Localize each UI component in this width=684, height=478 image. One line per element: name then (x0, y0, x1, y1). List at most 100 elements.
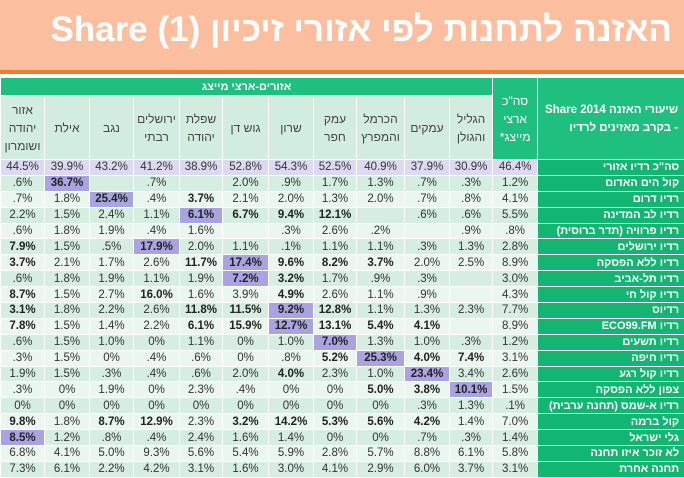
group-header-row: אזורים-ארצי מייצג סה"כ ארצי מייצג* שיעורי … (0, 77, 684, 160)
value-cell: .3% (0, 349, 45, 367)
total-cell: 3.1% (492, 349, 539, 367)
value-cell: 1.7% (313, 174, 357, 192)
page-title: האזנה לתחנות לפי אזורי זיכיון Share (1) (50, 10, 673, 49)
value-cell: 7.2% (222, 270, 269, 288)
value-cell: 2.3% (179, 381, 223, 399)
column-header: שרון (268, 95, 314, 160)
total-cell: 2.6% (492, 365, 539, 383)
value-cell: 1.1% (222, 238, 269, 256)
value-cell (222, 222, 269, 240)
value-cell: 2.8% (313, 445, 357, 462)
value-cell: .7% (404, 190, 450, 208)
value-cell: .6% (404, 206, 450, 224)
value-cell: 1.5% (44, 286, 90, 304)
value-cell: 1.9% (89, 381, 134, 399)
value-cell: 2.2% (89, 302, 134, 319)
station-label: לא זוכר איזו תחנה (537, 445, 684, 462)
value-cell: 5.4% (356, 317, 405, 335)
value-cell: 1.6% (222, 460, 269, 478)
value-cell: 0% (133, 397, 180, 415)
value-cell: 2.6% (133, 302, 180, 319)
value-cell: 4.0% (268, 365, 314, 383)
value-cell: 25.3% (356, 349, 405, 367)
value-cell: 1.4% (448, 413, 494, 431)
value-cell: 9.4% (268, 206, 314, 224)
value-cell: 1.3% (313, 190, 357, 208)
value-cell: 10.1% (448, 381, 494, 399)
value-cell: .8% (448, 190, 494, 208)
total-cell: .8% (492, 222, 539, 240)
value-cell: 0% (133, 381, 180, 399)
value-cell: 1.1% (133, 270, 180, 288)
value-cell: .6% (179, 349, 223, 367)
value-cell: .7% (404, 174, 450, 192)
value-cell: 0% (356, 429, 405, 447)
value-cell: 0% (0, 397, 45, 415)
value-cell (448, 270, 494, 288)
total-cell: 1.2% (492, 333, 539, 351)
value-cell: .3% (0, 381, 45, 399)
value-cell: 8.5% (0, 429, 45, 447)
table-row: 1.9% 1.5% .3% .4% .6% 2.0% 4.0% 2.3% 1.0% 23.4% 3.… (0, 365, 684, 383)
value-cell: 1.1% (179, 333, 223, 351)
value-cell: 11.5% (222, 302, 269, 319)
value-cell: 9.8% (0, 413, 45, 431)
table-row: .3% 1.5% 0% .4% .6% 0% .8% 5.2% 25.3% 4.0% 7.4% 3.1… (0, 349, 684, 367)
value-cell: 3.7% (179, 190, 223, 208)
value-cell: 1.1% (356, 302, 405, 319)
value-cell (404, 222, 450, 240)
value-cell: 0% (222, 397, 269, 415)
total-cell: .1% (492, 397, 539, 415)
value-cell: 3.7% (448, 460, 494, 478)
value-cell: 5.0% (89, 445, 134, 462)
value-cell: .4% (222, 381, 269, 399)
value-cell: .2% (356, 222, 405, 240)
value-cell: 0% (268, 397, 314, 415)
value-cell: .3% (404, 238, 450, 256)
station-label: סה"כ רדיו אזורי (537, 159, 684, 176)
value-cell: 3.2% (268, 270, 314, 288)
station-label: רדיו ECO99.FM (537, 317, 684, 335)
value-cell (448, 317, 494, 335)
value-cell: 3.1% (0, 302, 45, 319)
value-cell: 1.8% (44, 222, 90, 240)
value-cell: 1.9% (0, 365, 45, 383)
value-cell: .4% (133, 222, 180, 240)
value-cell: .3% (448, 429, 494, 447)
column-header: אילת (44, 95, 90, 160)
value-cell: 5.6% (179, 445, 223, 462)
value-cell: 3.4% (448, 365, 494, 383)
value-cell: 3.2% (222, 413, 269, 431)
total-cell: 1.4% (492, 429, 539, 447)
value-cell: 7.4% (448, 349, 494, 367)
value-cell: 1.7% (313, 270, 357, 288)
value-cell (89, 174, 134, 192)
value-cell: 1.8% (44, 270, 90, 288)
column-header-row: אזור יהודה ושומרון אילת נגב ירושלים רבתי שפל… (0, 95, 684, 160)
value-cell: 0% (356, 397, 405, 415)
value-cell: 7.9% (0, 238, 45, 256)
value-cell: 2.2% (133, 317, 180, 335)
value-cell: 3.8% (404, 381, 450, 399)
value-cell: 1.8% (44, 190, 90, 208)
value-cell: .4% (133, 349, 180, 367)
table-row: 8.5% 1.2% .8% .4% 2.4% 1.6% 1.4% 0% 0% .7% .3% 1.4%… (0, 429, 684, 447)
value-cell: .6% (0, 222, 45, 240)
table-row: 3.1% 1.8% 2.2% 2.6% 11.8% 11.5% 9.2% 12.8% 1.1% 1… (0, 302, 684, 319)
table-row: .6% 1.8% 1.9% .4% 1.6% .3% 2.6% .2% .9% .8% רדיו פ… (0, 222, 684, 240)
value-cell: 25.4% (89, 190, 134, 208)
station-label: רדיו קול חי (537, 286, 684, 304)
value-cell: 4.0% (404, 349, 450, 367)
value-cell: 2.1% (222, 190, 269, 208)
value-cell: 1.1% (356, 238, 405, 256)
table-row: 7.3% 6.1% 2.2% 4.2% 3.1% 1.6% 3.0% 4.1% 2.9% 6.0%… (0, 460, 684, 478)
table-row: 3.7% 2.1% 1.7% 2.6% 11.7% 17.4% 9.6% 8.2% 3.7% 2.… (0, 254, 684, 272)
value-cell: 2.2% (0, 206, 45, 224)
value-cell: 43.2% (89, 159, 134, 176)
value-cell: 2.3% (448, 302, 494, 319)
value-cell: 0% (44, 397, 90, 415)
value-cell: .3% (404, 270, 450, 288)
value-cell: 1.6% (179, 222, 223, 240)
value-cell: 1.5% (44, 365, 90, 383)
share-table: אזורים-ארצי מייצג סה"כ ארצי מייצג* שיעורי … (0, 77, 684, 478)
